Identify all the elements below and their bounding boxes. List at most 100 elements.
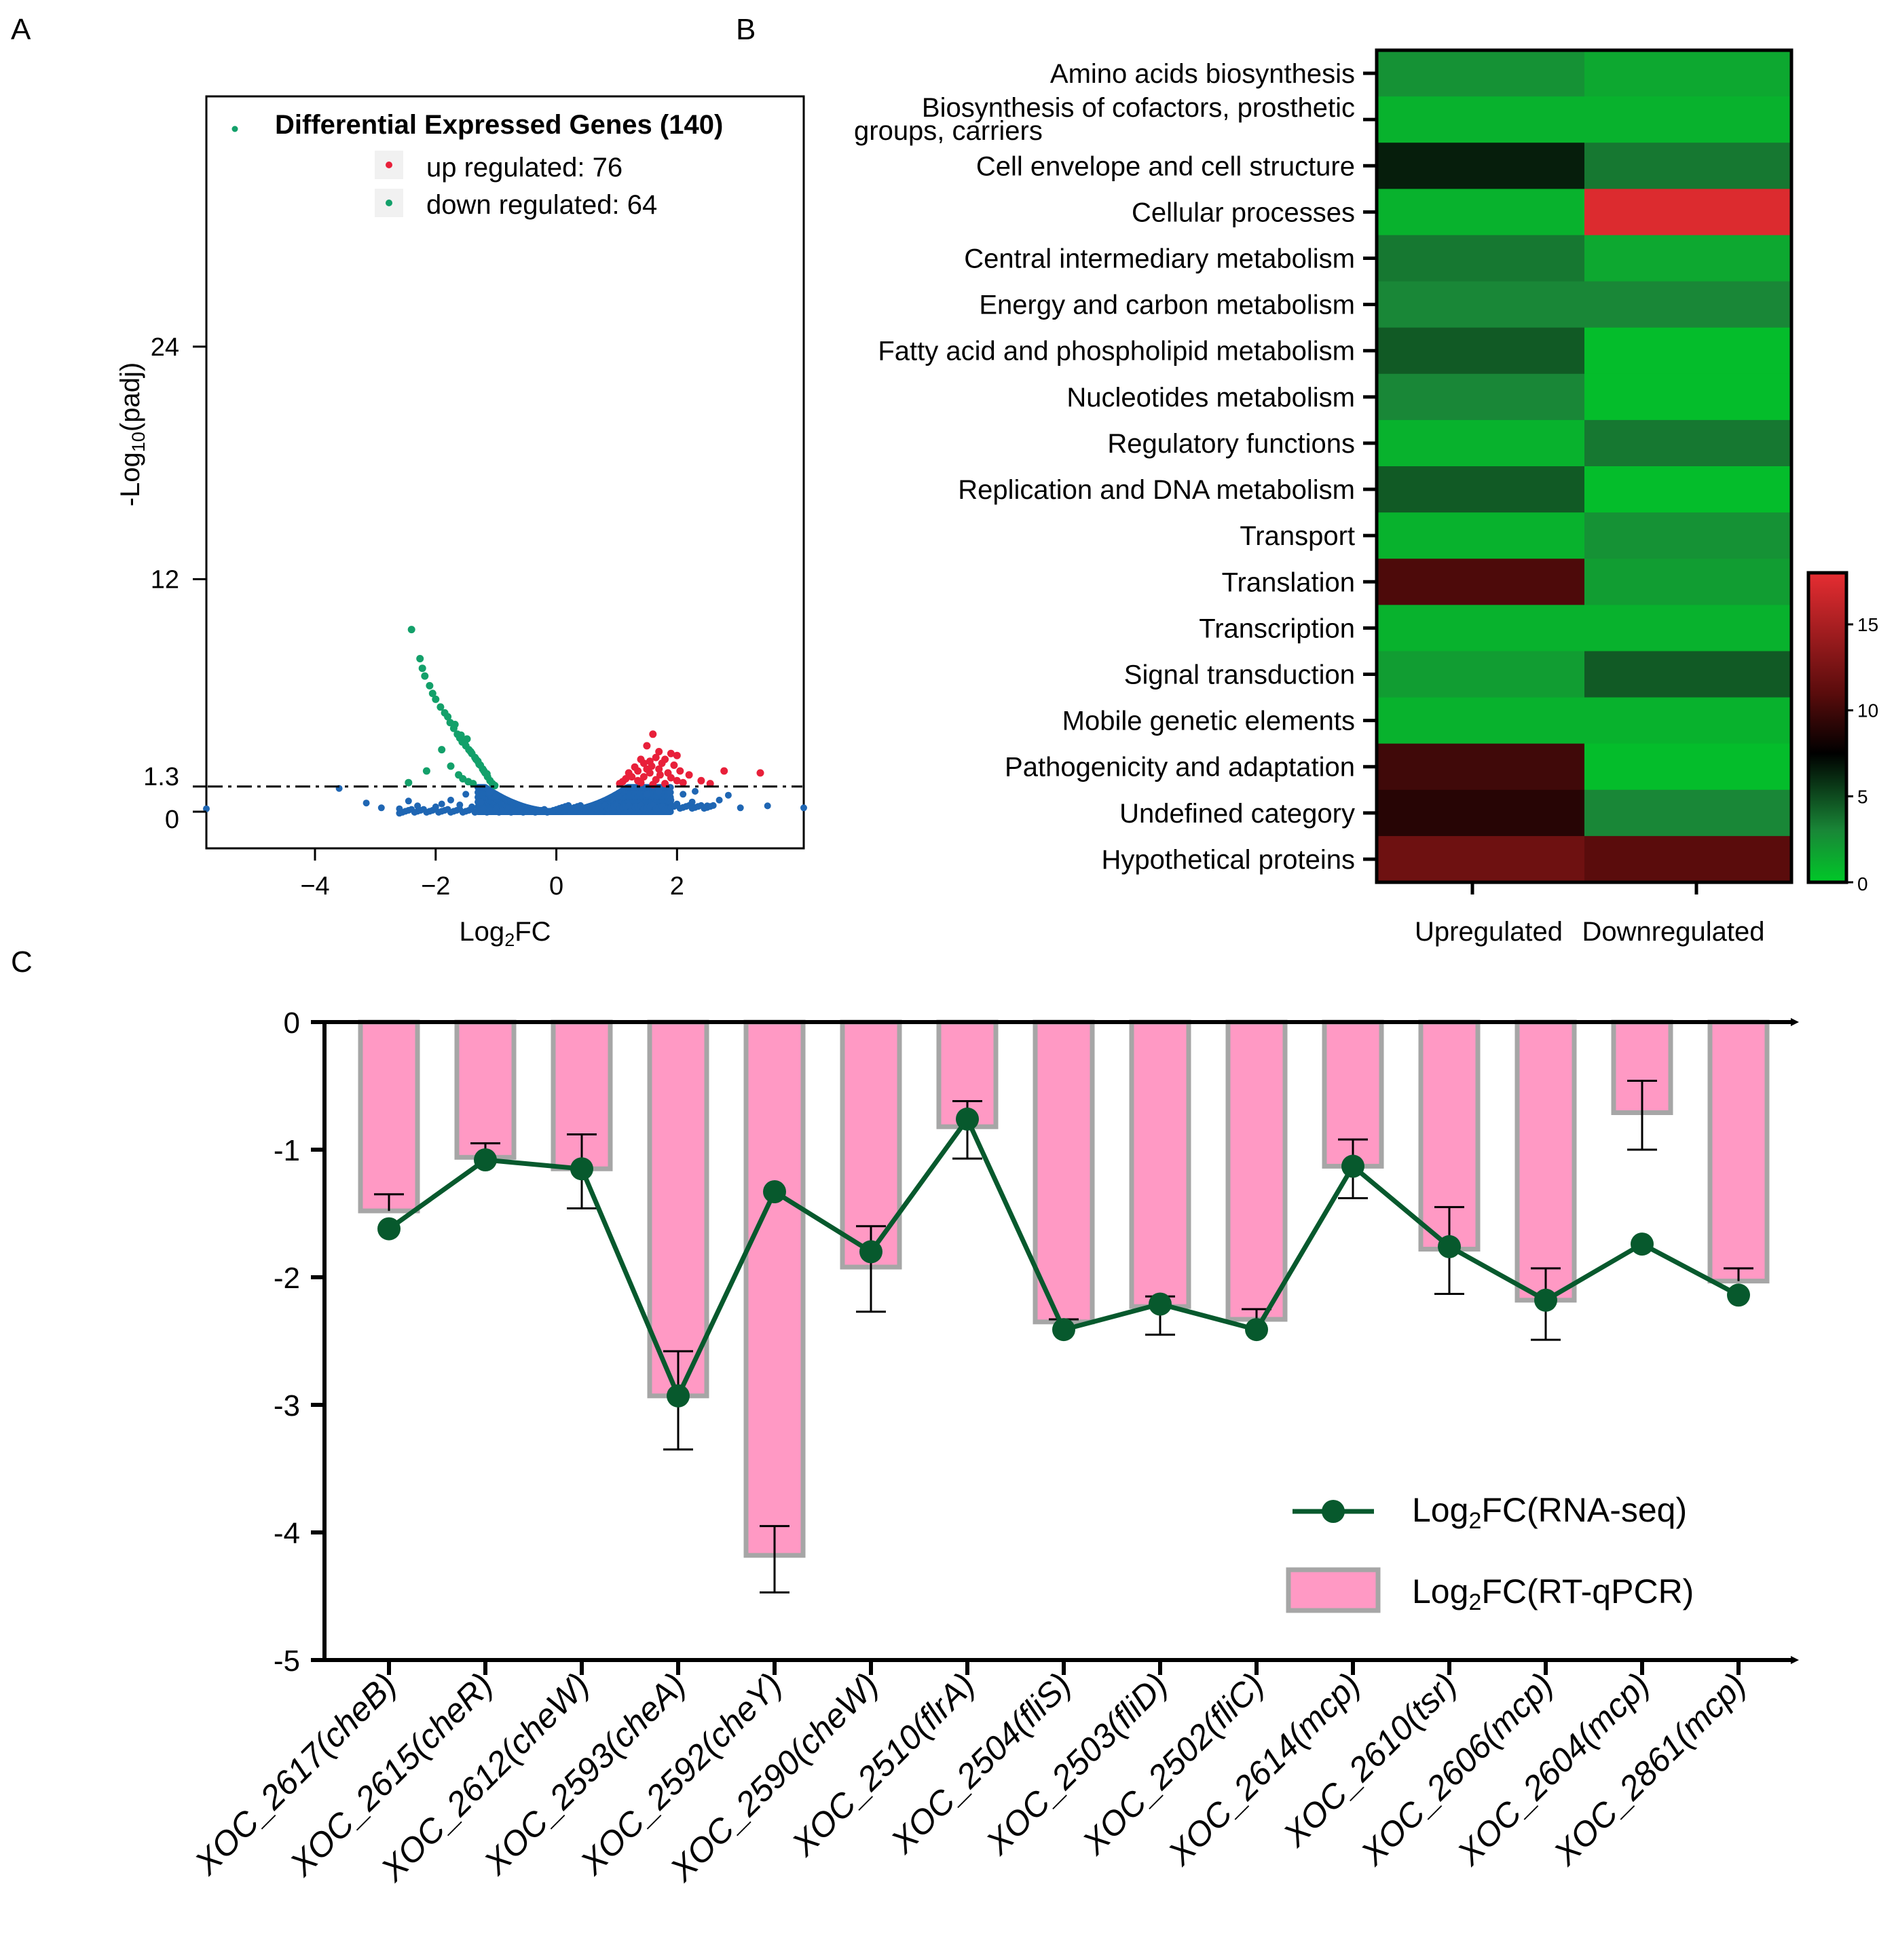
volcano-legend: Differential Expressed Genes (140) up re… [231,110,723,220]
heatmap-row-label: Signal transduction [1124,660,1355,690]
volcano-point-up [661,755,669,764]
volcano-point-ns [468,803,476,810]
heatmap-cell [1377,743,1584,791]
legend-up-text: up regulated: 76 [426,153,622,183]
volcano-point-ns [414,802,422,810]
rnaseq-point [859,1240,882,1264]
heatmap-cell [1377,143,1584,189]
volcano-point-up [667,749,675,757]
volcano-point-ns [715,796,723,804]
volcano-point-ns [673,800,681,808]
heatmap-row-label: Undefined category [1119,799,1355,829]
volcano-point-ns [709,802,717,809]
heatmap-cell [1377,50,1584,97]
colorbar-tick-label: 5 [1857,786,1868,807]
volcano-x-tick-label: 2 [670,872,684,901]
heatmap-cell [1377,835,1584,883]
volcano-point-down [475,760,483,768]
panel-letter-c: C [11,945,33,979]
volcano-point-ns [643,791,650,798]
volcano-point-ns [462,791,470,798]
qpcr-bar [1033,1019,1095,1325]
heatmap-row-label: groups, carriers [854,116,1043,146]
volcano-point-ns [764,802,771,810]
volcano-point-up [670,761,678,769]
heatmap-cell [1584,605,1792,652]
volcano-point-up [643,742,651,750]
qpcr-validation-chart: 0 -1 -2 -3 -4 -5 XOC_2617(cheB)XOC_2615(cheR)… [187,1006,1799,1889]
volcano-point-up [639,773,648,781]
volcano-point-ns [447,796,454,804]
volcano-point-ns [667,796,675,804]
volcano-point-ns [363,799,370,807]
heatmap-cell [1584,835,1792,883]
qpcr-bar [1129,1019,1191,1309]
volcano-point-ns [737,804,744,812]
rnaseq-point [1631,1232,1654,1256]
heatmap-row-label: Nucleotides metabolism [1066,383,1355,413]
volcano-point-ns [667,789,674,796]
volcano-point-up [679,778,687,787]
volcano-point-ns [688,798,696,806]
qpcr-bar [1611,1019,1673,1115]
volcano-point-up [685,771,693,779]
volcano-point-up [720,767,728,775]
volcano-point-up [655,765,663,773]
heatmap-cell [1377,512,1584,559]
volcano-plot-frame [205,95,805,850]
volcano-point-up [756,769,764,777]
volcano-point-ns [456,802,464,808]
heatmap-column-label: Downregulated [1582,917,1764,947]
heatmap-frame [1375,48,1793,884]
volcano-point-down [466,748,475,755]
rnaseq-point [667,1384,690,1408]
heatmap-row-label: Cellular processes [1132,197,1355,227]
volcano-x-label: Log2FC [459,917,551,950]
rnaseq-point [956,1107,979,1131]
qpcr-y-tick-label: -2 [274,1262,300,1295]
qpcr-bar [1707,1019,1770,1284]
heatmap-cell [1377,96,1584,143]
heatmap-row-label: Hypothetical proteins [1101,845,1355,875]
heatmap-row-label: Regulatory functions [1107,429,1355,459]
legend-line-dot [1322,1500,1345,1523]
volcano-point-up [697,776,705,785]
volcano-point-up [634,776,642,785]
volcano-y-tick-label: 0 [165,806,179,834]
volcano-point-ns [396,805,403,812]
rnaseq-point [570,1157,593,1181]
heatmap-cell [1377,605,1584,652]
panel-letter-a: A [11,13,31,46]
volcano-point-ns [377,804,385,812]
heatmap-cell [1377,327,1584,375]
volcano-point-up [616,780,624,788]
volcano-point-ns [432,803,439,810]
heatmap-row-label: Pathogenicity and adaptation [1005,753,1355,783]
qpcr-legend: Log2FC(RNA-seq) Log2FC(RT-qPCR) [1286,1491,1694,1615]
volcano-point-ns [492,793,500,800]
volcano-point-ns [438,800,445,808]
colorbar-tick-label: 15 [1857,614,1878,635]
heatmap-cell [1377,697,1584,745]
volcano-point-down [438,746,446,754]
heatmap-row-label: Replication and DNA metabolism [958,475,1355,505]
volcano-point-down [483,770,491,778]
heatmap-cell [1584,189,1792,235]
heatmap-cell [1584,512,1792,559]
gene-label: XOC_2504(fliS) [883,1665,1079,1861]
qpcr-axis-arrow [1791,1018,1799,1026]
heatmap-cell [1584,373,1792,421]
volcano-point-up [667,774,675,782]
heatmap-row-label: Mobile genetic elements [1062,706,1355,736]
heatmap-row-label: Central intermediary metabolism [964,244,1355,274]
heatmap-cell [1377,419,1584,467]
volcano-point-down [422,767,430,775]
heatmap-row-label: Energy and carbon metabolism [979,290,1355,320]
heatmap-cell [1584,651,1792,698]
volcano-point-up [655,748,663,755]
qpcr-bars [358,1019,1770,1558]
qpcr-bar [1225,1019,1288,1322]
heatmap-row-label: Fatty acid and phospholipid metabolism [878,337,1355,366]
volcano-point-down [463,735,471,743]
